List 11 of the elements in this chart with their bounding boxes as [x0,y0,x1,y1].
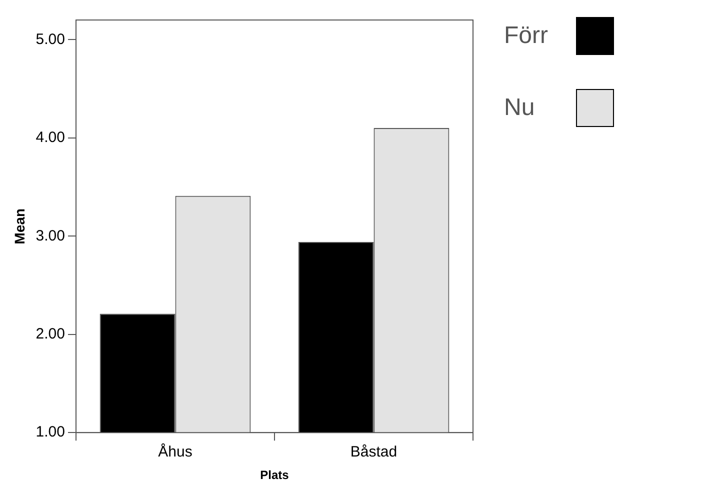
legend-label: Förr [504,22,548,50]
y-tick-label: 2.00 [36,326,65,343]
x-tick-label: Åhus [158,442,192,461]
y-axis-title: Mean [11,208,28,244]
y-tick-label: 3.00 [36,227,65,244]
legend-label: Nu [504,94,535,122]
x-tick-label: Båstad [350,444,398,461]
x-axis-title: Plats [260,468,290,482]
y-tick-label: 4.00 [36,129,65,146]
y-tick-label: 5.00 [36,30,65,48]
y-tick-label: 1.00 [36,424,65,441]
